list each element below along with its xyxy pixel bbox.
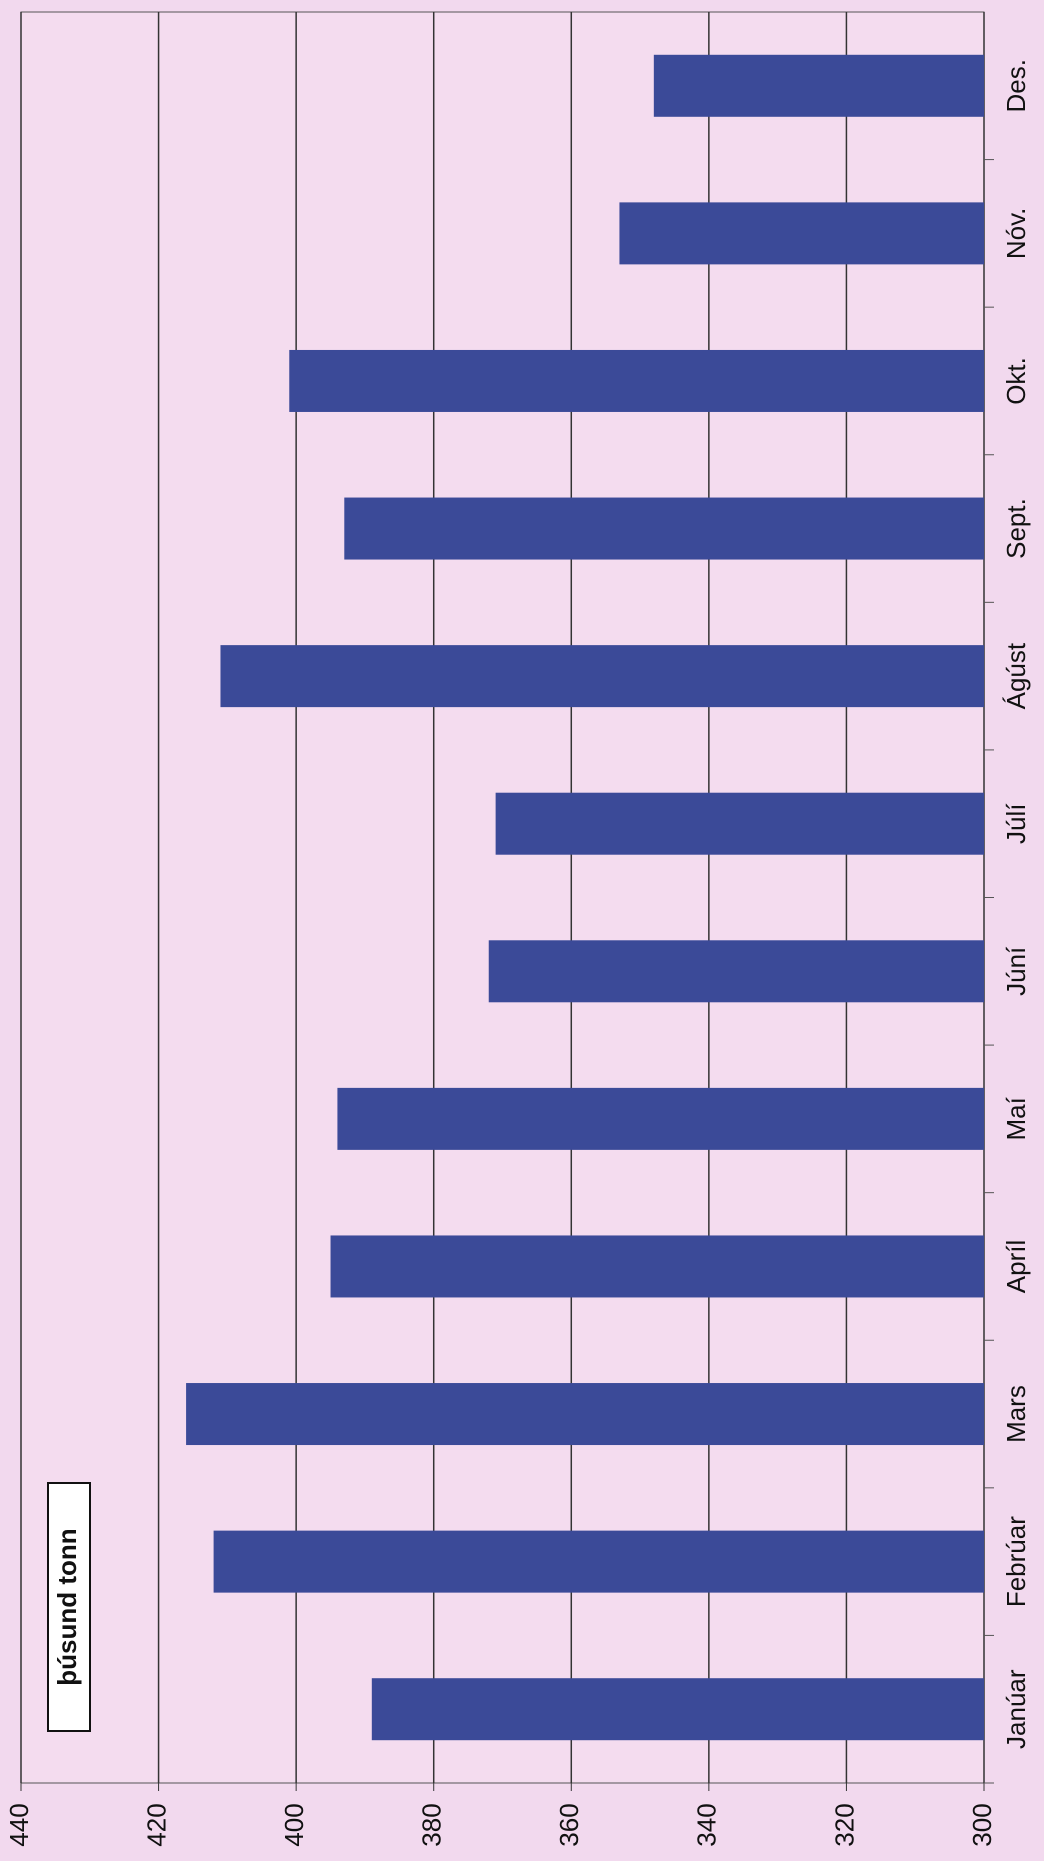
y-tick-label: 340 [692, 1803, 722, 1846]
bar [330, 1235, 984, 1298]
bar [186, 1383, 985, 1446]
x-tick-label: Ágúst [1001, 642, 1031, 709]
x-tick-label: Okt. [1001, 357, 1031, 405]
y-axis-label: þúsund tonn [52, 1528, 82, 1685]
bar [289, 349, 984, 412]
y-tick-label: 380 [417, 1803, 447, 1846]
y-tick-label: 300 [967, 1803, 997, 1846]
bar [495, 792, 984, 855]
bar [653, 54, 984, 117]
x-tick-label: Des. [1001, 59, 1031, 112]
bar [337, 1087, 984, 1150]
bar [371, 1678, 984, 1741]
unit-box-frame [47, 1482, 91, 1732]
x-tick-label: Nóv. [1001, 208, 1031, 260]
bar [344, 497, 984, 560]
bar [488, 940, 984, 1003]
x-tick-label: Mars [1001, 1385, 1031, 1443]
y-tick-label: 320 [829, 1803, 859, 1846]
bar [619, 202, 984, 265]
x-tick-label: Maí [1001, 1096, 1031, 1140]
y-tick-label: 420 [141, 1803, 171, 1846]
unit-box: þúsund tonn [47, 1482, 91, 1732]
x-tick-label: Júní [1001, 946, 1031, 996]
x-tick-label: Febrúar [1001, 1516, 1031, 1607]
y-tick-label: 360 [554, 1803, 584, 1846]
y-tick-label: 400 [279, 1803, 309, 1846]
plot-area [20, 11, 985, 1784]
x-tick-label: Janúar [1001, 1669, 1031, 1749]
bar [213, 1530, 985, 1593]
x-tick-label: Sept. [1001, 498, 1031, 559]
x-tick-label: Júlí [1001, 803, 1031, 844]
y-tick-label: 440 [4, 1803, 34, 1846]
bar [220, 645, 984, 708]
x-tick-label: Apríl [1001, 1240, 1031, 1293]
